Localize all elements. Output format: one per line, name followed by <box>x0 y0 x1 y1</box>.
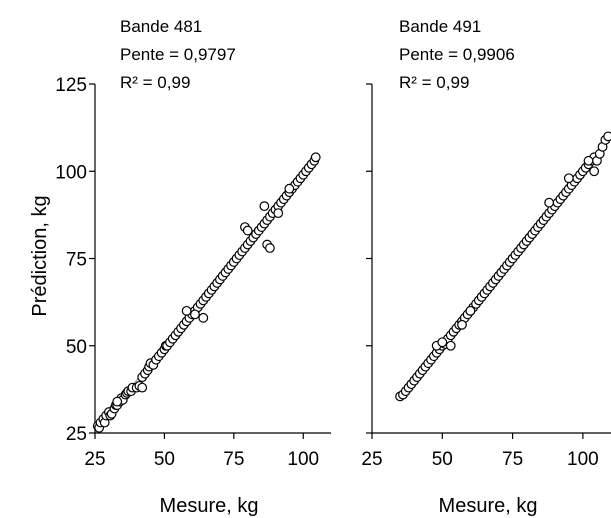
panel-left-data-point <box>265 243 275 253</box>
panel-left-y-axis-label: Prédiction, kg <box>29 195 51 316</box>
panel-left-x-tick-label: 25 <box>84 449 105 470</box>
panel-right-title-line-1: Bande 491 <box>399 17 481 36</box>
panel-right-data-point <box>563 173 574 184</box>
panel-right-data-point <box>465 305 476 316</box>
panel-left-title-line-3: R² = 0,99 <box>120 73 190 92</box>
panel-left-x-axis-label: Mesure, kg <box>160 495 259 517</box>
panel-right-data-point <box>445 340 456 351</box>
panel-left-data-point <box>284 183 295 194</box>
panel-right-x-axis-label: Mesure, kg <box>439 495 538 517</box>
panel-left-data-point <box>181 305 192 316</box>
panel-left-data-point <box>259 201 270 212</box>
panel-left-y-tick-label: 25 <box>66 424 87 445</box>
panel-left-plot-area: 25 50 75 100 125 25 50 75 100 <box>55 75 331 470</box>
panel-right-data-point <box>603 131 611 142</box>
panel-right-data-point <box>583 155 594 166</box>
panel-left-data-point <box>137 382 148 393</box>
panel-left-data-point <box>112 396 123 407</box>
panel-left-x-tick-label: 50 <box>154 449 175 470</box>
panel-left-title-line-1: Bande 481 <box>120 17 202 36</box>
panel-left-y-tick-label: 75 <box>66 250 87 271</box>
panel-left-data-point <box>190 309 200 320</box>
panel-left-data-point <box>310 152 321 163</box>
panel-left-data-point <box>273 208 284 219</box>
panel-left: Bande 481 Pente = 0,9797 R² = 0,99 Prédi… <box>29 17 331 517</box>
panel-left-y-tick-label: 100 <box>55 162 87 183</box>
panel-right-data-point <box>544 197 555 208</box>
panel-right-x-tick-label: 50 <box>432 449 453 470</box>
panel-right-title-line-2: Pente = 0,9906 <box>399 45 515 64</box>
panel-right-x-tick-label: 100 <box>567 449 599 470</box>
panel-right: Bande 491 Pente = 0,9906 R² = 0,99 Mesur… <box>361 17 611 517</box>
panel-right-data-point <box>457 319 467 330</box>
panel-left-data-point <box>242 225 253 236</box>
panel-right-data-point <box>437 337 448 348</box>
panel-left-y-tick-label: 50 <box>66 337 87 358</box>
panel-left-y-tick-label: 125 <box>55 75 87 96</box>
panel-right-x-tick-label: 25 <box>361 449 382 470</box>
panel-right-plot-area: 25 50 75 100 <box>361 83 611 470</box>
panel-left-x-tick-label: 100 <box>287 449 319 470</box>
panel-left-data-point <box>198 312 209 323</box>
panel-right-x-tick-label: 75 <box>502 449 523 470</box>
panel-left-title-line-2: Pente = 0,9797 <box>120 45 236 64</box>
panel-right-data-point <box>589 166 600 177</box>
panel-left-x-tick-label: 75 <box>223 449 244 470</box>
panel-right-title-line-3: R² = 0,99 <box>399 73 469 92</box>
